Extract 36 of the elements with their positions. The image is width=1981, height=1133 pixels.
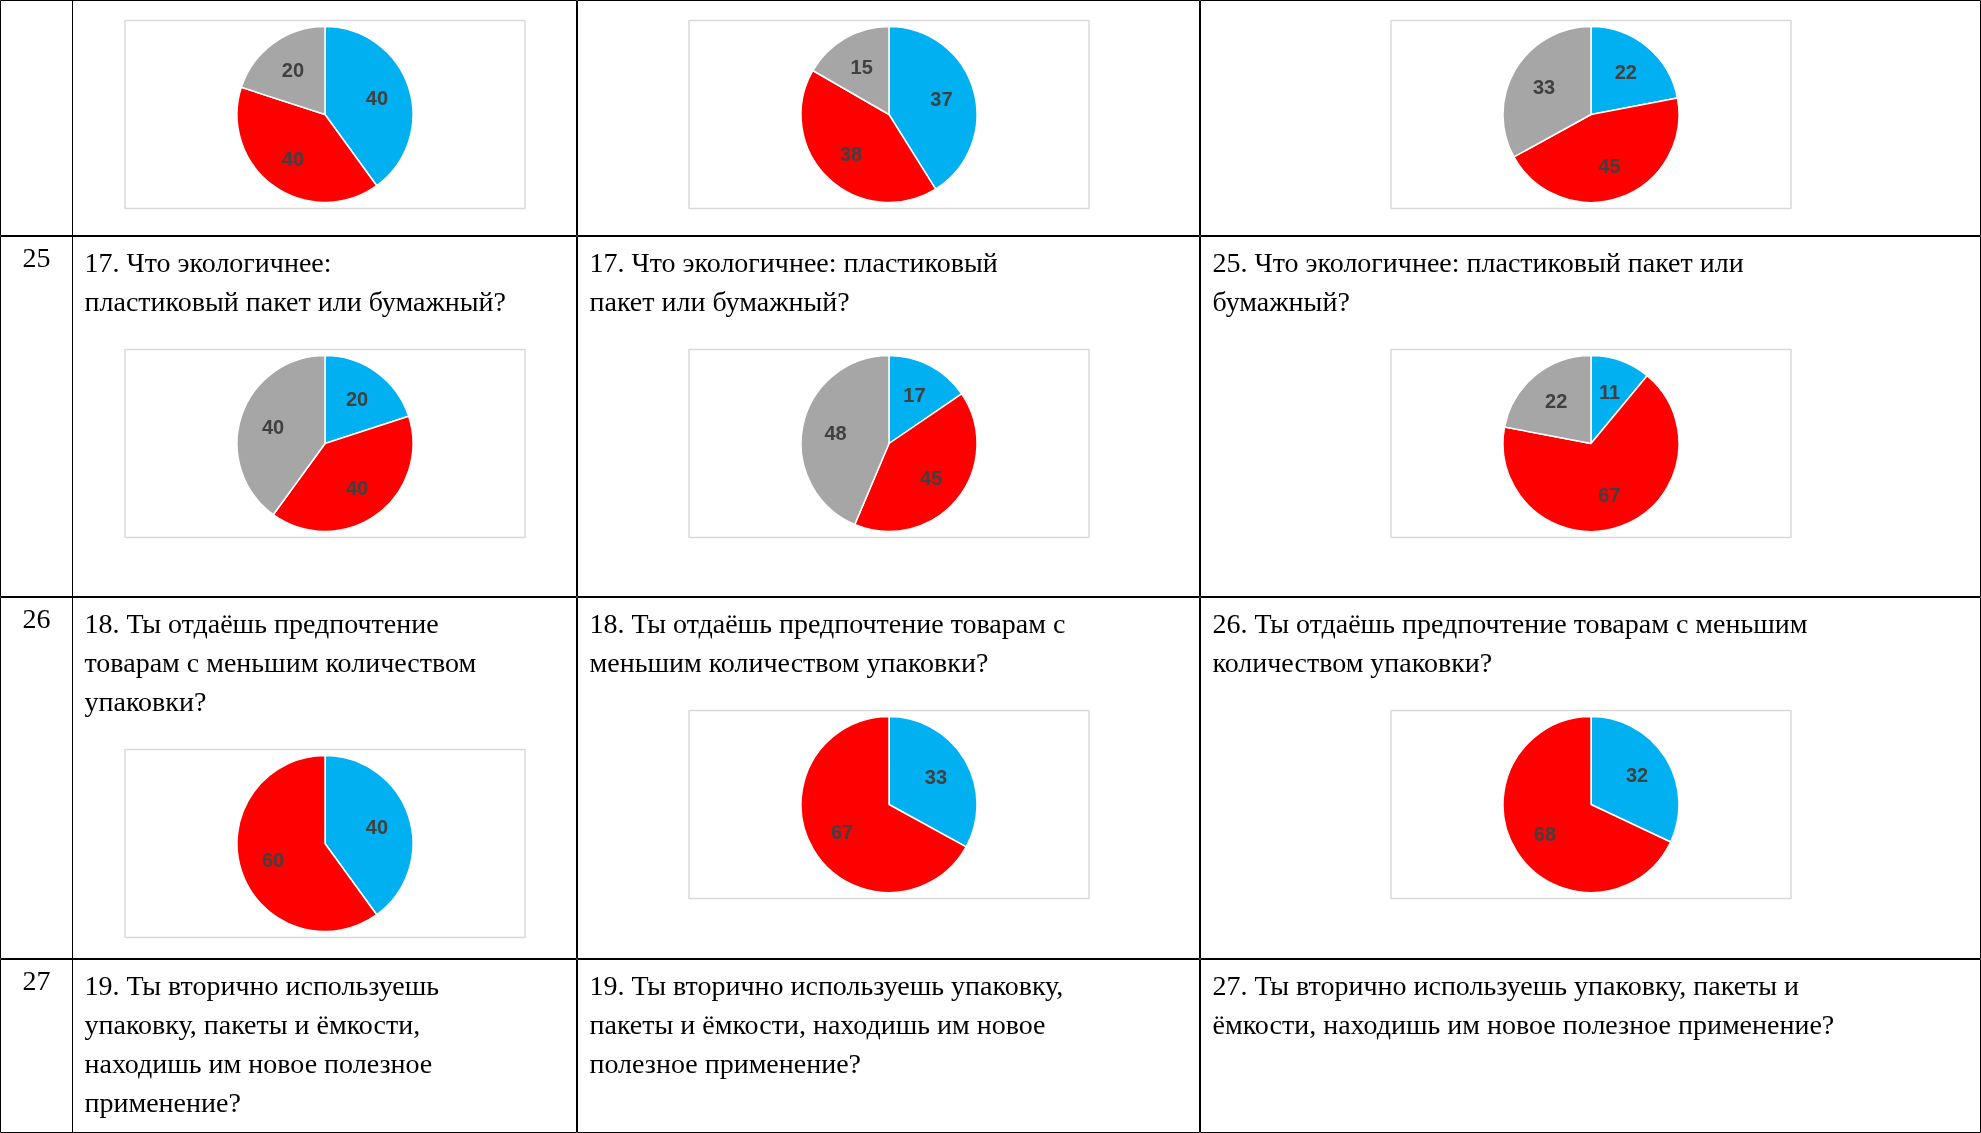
data-label: 45 xyxy=(1598,154,1621,177)
chart-title: 17. Что экологичнее: пластиковый пакет или бумажный? xyxy=(84,246,506,317)
data-label: 20 xyxy=(345,388,369,411)
data-label: 22 xyxy=(1614,61,1637,84)
data-label: 20 xyxy=(281,59,305,82)
data-label: 40 xyxy=(281,147,305,170)
data-label: 40 xyxy=(345,476,369,499)
text: 25 xyxy=(22,241,51,273)
text: 19. Ты вторично используешь упаковку, пакеты и ёмкости, находишь им новое полезное применение? xyxy=(589,969,1064,1079)
data-label: 32 xyxy=(1625,764,1649,787)
data-label: 15 xyxy=(850,56,873,79)
data-label: 40 xyxy=(365,815,389,838)
data-label: 11 xyxy=(1598,381,1621,404)
data-label: 40 xyxy=(365,86,389,109)
data-label: 40 xyxy=(261,415,285,438)
chart-title: 25. Что экологичнее: пластиковый пакет или бумажный? xyxy=(1212,246,1744,317)
chart-title: 17. Что экологичнее: пластиковый пакет или бумажный? xyxy=(589,246,998,317)
text: 27 xyxy=(22,964,51,996)
data-label: 37 xyxy=(930,88,953,111)
chart-title: 26. Ты отдаёшь предпочтение товарам с меньшим количеством упаковки? xyxy=(1212,607,1808,678)
chart-title: 18. Ты отдаёшь предпочтение товарам с меньшим количеством упаковки? xyxy=(84,607,477,717)
chart-title: 18. Ты отдаёшь предпочтение товарам с меньшим количеством упаковки? xyxy=(589,607,1066,678)
text: 27. Ты вторично используешь упаковку, пакеты и ёмкости, находишь им новое полезное применение? xyxy=(1212,969,1835,1040)
data-label: 17 xyxy=(903,384,926,407)
data-label: 67 xyxy=(830,821,854,844)
data-label: 45 xyxy=(920,467,943,490)
data-label: 33 xyxy=(924,765,948,788)
data-label: 68 xyxy=(1533,822,1557,845)
data-label: 38 xyxy=(839,142,863,165)
data-label: 60 xyxy=(261,849,285,872)
data-label: 33 xyxy=(1532,75,1556,98)
data-label: 22 xyxy=(1545,390,1568,413)
data-label: 67 xyxy=(1598,483,1621,506)
text: 19. Ты вторично используешь упаковку, пакеты и ёмкости, находишь им новое полезное применение? xyxy=(84,969,440,1118)
text: 26 xyxy=(22,602,51,634)
data-label: 48 xyxy=(824,421,847,444)
